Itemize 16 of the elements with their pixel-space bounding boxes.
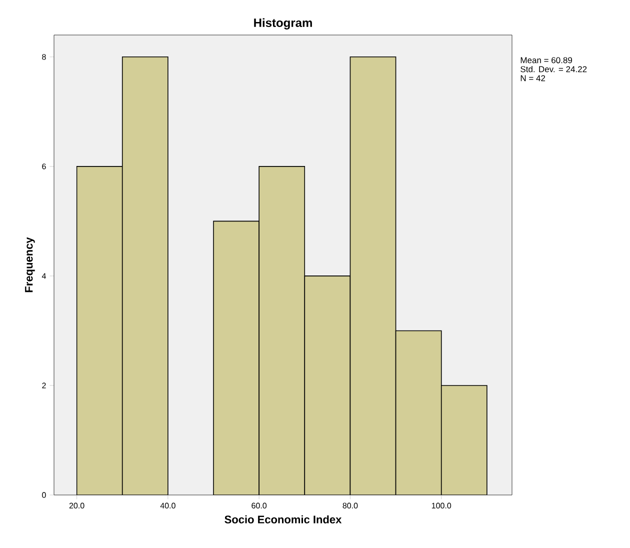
y-tick-label: 0 [42, 492, 46, 498]
text: Mean = 60.89 [520, 57, 572, 64]
x-tick-label: 40.0 [160, 502, 176, 508]
x-tick-label: 80.0 [342, 502, 358, 508]
y-tick-label: 8 [42, 54, 46, 60]
x-tick-label: 100.0 [432, 502, 452, 508]
x-tick-label: 20.0 [69, 502, 84, 508]
x-tick-label: 60.0 [252, 502, 267, 508]
chart-title: Histogram [254, 18, 312, 30]
y-tick-label: 2 [42, 382, 46, 388]
y-tick-label: 4 [42, 273, 46, 279]
y-tick-label: 6 [42, 164, 46, 170]
x-axis-title: Socio Economic Index [224, 515, 342, 524]
text: Std. Dev. = 24.22 [520, 66, 587, 72]
y-axis-title: Frequency [25, 237, 35, 292]
text: N = 42 [520, 75, 546, 82]
